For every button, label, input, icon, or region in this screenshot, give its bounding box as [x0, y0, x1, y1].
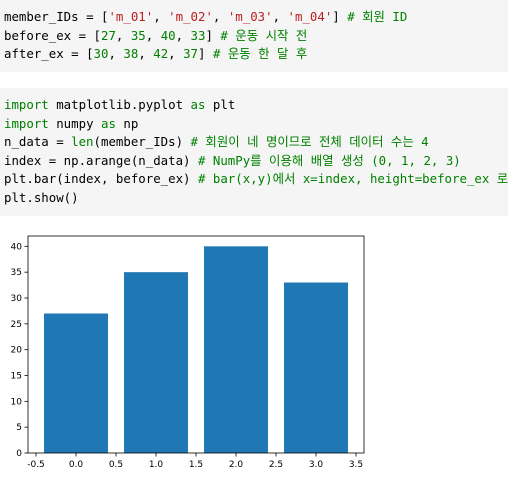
code-line: import numpy as np	[4, 115, 139, 131]
code-editor-2[interactable]: import matplotlib.pyplot as plt import n…	[4, 96, 508, 207]
y-tick-label: 5	[16, 423, 22, 433]
y-tick-label: 35	[11, 268, 22, 278]
bar-2	[204, 246, 268, 453]
code-cell-2[interactable]: import matplotlib.pyplot as plt import n…	[0, 88, 508, 216]
x-tick-label: 3.0	[309, 460, 324, 470]
x-tick-label: 2.0	[229, 460, 244, 470]
y-tick-label: 25	[11, 320, 22, 330]
code-line: import matplotlib.pyplot as plt	[4, 97, 236, 112]
x-tick-label: 1.0	[149, 460, 164, 470]
bar-1	[124, 272, 188, 453]
code-line: after_ex = [30, 38, 42, 37] # 운동 한 달 후	[4, 46, 308, 61]
code-line: member_IDs = ['m_01', 'm_02', 'm_03', 'm…	[4, 9, 408, 24]
y-tick-label: 0	[16, 449, 22, 459]
code-line: index = np.arange(n_data) # NumPy를 이용해 배…	[4, 152, 461, 168]
code-line: before_ex = [27, 35, 40, 33] # 운동 시작 전	[4, 27, 308, 43]
x-tick-label: 1.5	[189, 460, 203, 470]
x-tick-label: -0.5	[27, 460, 45, 470]
y-tick-label: 20	[11, 346, 23, 356]
bar-0	[44, 313, 108, 453]
x-tick-label: 2.5	[269, 460, 283, 470]
y-tick-label: 15	[11, 372, 22, 382]
y-tick-label: 40	[11, 242, 23, 252]
bar-3	[284, 282, 348, 453]
x-tick-label: 0.0	[69, 460, 84, 470]
code-editor-1[interactable]: member_IDs = ['m_01', 'm_02', 'm_03', 'm…	[4, 8, 407, 64]
code-cell-1[interactable]: member_IDs = ['m_01', 'm_02', 'm_03', 'm…	[0, 0, 508, 72]
x-tick-label: 3.5	[349, 460, 363, 470]
code-line: n_data = len(member_IDs) # 회원이 네 명이므로 전체…	[4, 134, 429, 149]
x-tick-label: 0.5	[109, 460, 123, 470]
y-tick-label: 10	[11, 397, 23, 407]
code-line: plt.bar(index, before_ex) # bar(x,y)에서 x…	[4, 171, 508, 186]
y-tick-label: 30	[11, 294, 23, 304]
bar-chart: -0.5 0.0 0.5 1.0 1.5 2.0 2.5 3.0 3.5 0 5 10 15 20 25 30…	[11, 235, 365, 470]
code-line: plt.show()	[4, 189, 79, 205]
